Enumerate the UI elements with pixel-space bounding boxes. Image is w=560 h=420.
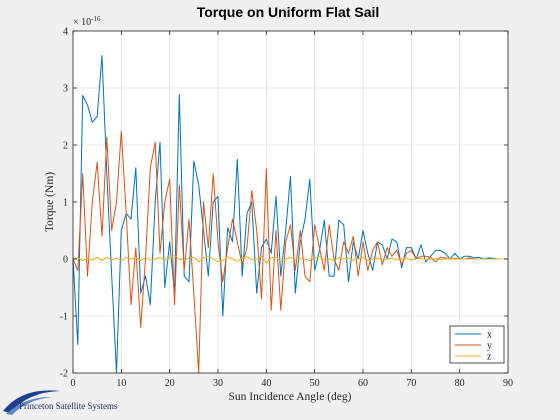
x-tick-label: 40 (261, 378, 271, 389)
y-tick-label: 4 (63, 27, 68, 38)
x-tick-label: 60 (358, 378, 368, 389)
y-tick-label: 3 (63, 84, 68, 95)
x-tick-label: 10 (116, 378, 126, 389)
x-tick-label: 80 (455, 378, 465, 389)
y-exponent-power: -16 (91, 15, 101, 23)
y-tick-label: 2 (63, 141, 68, 152)
x-tick-label: 30 (213, 378, 223, 389)
x-tick-label: 50 (310, 378, 320, 389)
y-exponent-base: × 10 (73, 17, 91, 28)
chart-title: Torque on Uniform Flat Sail (197, 4, 380, 20)
x-tick-label: 0 (71, 378, 76, 389)
x-tick-label: 70 (406, 378, 416, 389)
y-tick-label: 0 (63, 255, 68, 266)
legend-label-z: z (487, 352, 492, 363)
plot-area (73, 31, 508, 373)
y-tick-label: -1 (60, 312, 68, 323)
y-axis-label: Torque (Nm) (44, 172, 56, 232)
x-axis-label: Sun Incidence Angle (deg) (229, 391, 352, 403)
legend-label-x: x (487, 330, 492, 341)
legend: xyz (450, 326, 504, 363)
legend-label-y: y (487, 341, 492, 352)
footer-text: Princeton Satellite Systems (19, 401, 118, 411)
y-tick-label: -2 (60, 369, 68, 380)
x-tick-label: 20 (165, 378, 175, 389)
x-tick-label: 90 (503, 378, 513, 389)
y-tick-label: 1 (63, 198, 68, 209)
